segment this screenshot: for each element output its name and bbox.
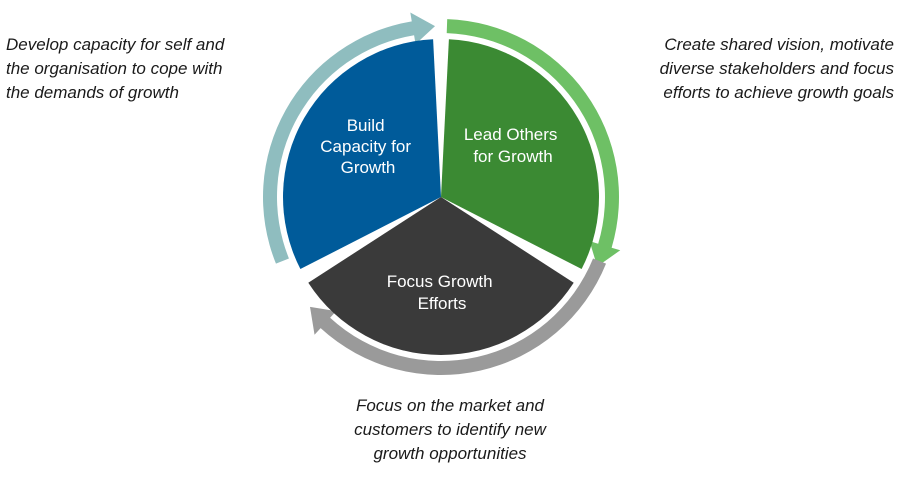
cycle-segments [283,39,599,355]
cycle-arrows [262,12,621,376]
description-line: the demands of growth [6,83,179,102]
build-capacity-label-line: Growth [341,158,396,177]
focus-growth-segment [308,197,574,355]
build-capacity-arrow [262,12,436,264]
description-line: the organisation to cope with [6,59,223,78]
focus-growth-label-line: Efforts [418,294,467,313]
lead-others-label-line: Lead Others [464,125,558,144]
build-capacity-label-line: Capacity for [320,137,411,156]
description-line: Focus on the market and [355,396,545,415]
focus-growth-label: Focus Growth Efforts [387,272,498,313]
lead-others-label-line: for Growth [473,147,552,166]
focus-growth-arrow [310,258,607,376]
description-line: efforts to achieve growth goals [663,83,894,102]
build-capacity-label: Build Capacity for Growth [320,116,415,177]
description-line: diverse stakeholders and focus [659,59,894,78]
lead-others-description: Create shared vision, motivate diverse s… [660,33,894,105]
focus-growth-description: Focus on the market and customers to ide… [0,394,900,466]
description-line: customers to identify new [354,420,546,439]
lead-others-segment [441,39,599,270]
focus-growth-label-line: Focus Growth [387,272,493,291]
build-capacity-description: Develop capacity for self and the organi… [6,33,224,105]
description-line: growth opportunities [373,444,527,463]
description-line: Develop capacity for self and [6,35,225,54]
description-line: Create shared vision, motivate [664,35,894,54]
lead-others-label: Lead Others for Growth [464,125,562,166]
build-capacity-label-line: Build [347,116,385,135]
lead-others-arrow [446,19,621,267]
build-capacity-segment [283,39,441,270]
